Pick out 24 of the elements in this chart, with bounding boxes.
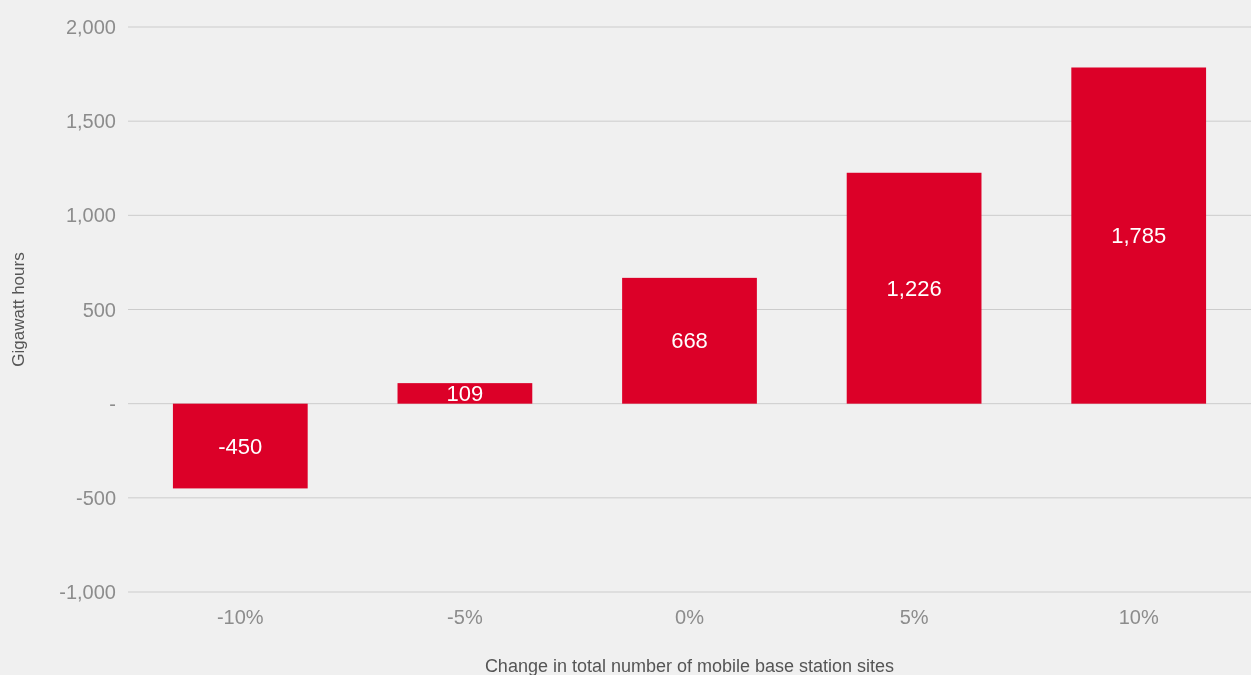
x-axis-title: Change in total number of mobile base station sites (484, 656, 895, 675)
y-axis-title: Gigawatt hours (9, 252, 28, 367)
x-tick-label: 10% (1118, 606, 1159, 628)
bar (1071, 67, 1207, 404)
x-tick-label: 5% (899, 606, 929, 628)
x-tick-label: 0% (675, 606, 705, 628)
bar (172, 403, 308, 489)
y-tick-label: 500 (82, 298, 116, 321)
data-label: 1,226 (886, 275, 942, 301)
bar (846, 172, 982, 404)
y-tick-label: 1,000 (65, 204, 116, 227)
y-tick-label: -1,000 (59, 581, 116, 603)
data-label: -450 (218, 433, 263, 459)
bar (622, 277, 757, 404)
x-tick-label: -5% (447, 606, 483, 628)
y-tick-label: 2,000 (65, 16, 116, 38)
data-label: 109 (446, 381, 484, 407)
x-tick-label: -10% (216, 606, 264, 628)
y-tick-label: 1,500 (65, 110, 116, 133)
y-tick-label: - (109, 392, 116, 415)
data-label: 1,785 (1111, 223, 1167, 249)
bar (397, 383, 533, 404)
y-tick-label: -500 (75, 486, 116, 509)
data-label: 668 (671, 328, 708, 354)
